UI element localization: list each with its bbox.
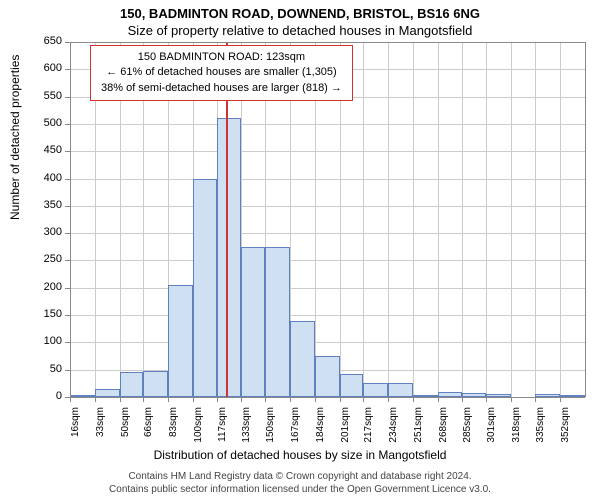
title-line1: 150, BADMINTON ROAD, DOWNEND, BRISTOL, B… [0,0,600,21]
x-tick-label: 66sqm [143,407,154,447]
grid-line [363,42,364,397]
footer: Contains HM Land Registry data © Crown c… [0,470,600,496]
y-tick-label: 100 [22,335,62,347]
grid-line [70,179,585,180]
y-tick-label: 250 [22,253,62,265]
x-tick-label: 201sqm [340,407,351,447]
y-tick-label: 650 [22,35,62,47]
x-axis-label: Distribution of detached houses by size … [0,448,600,462]
x-tick-label: 167sqm [290,407,301,447]
y-tick-label: 550 [22,90,62,102]
y-tick-label: 400 [22,172,62,184]
grid-line [70,315,585,316]
x-tick-label: 335sqm [535,407,546,447]
info-box: 150 BADMINTON ROAD: 123sqm ← 61% of deta… [90,45,353,101]
x-tick-label: 16sqm [70,407,81,447]
grid-line [486,42,487,397]
y-tick-label: 150 [22,308,62,320]
x-tick-label: 268sqm [438,407,449,447]
y-tick-label: 300 [22,226,62,238]
x-tick-label: 150sqm [265,407,276,447]
grid-line [511,42,512,397]
grid-line [388,42,389,397]
histogram-bar [265,247,290,397]
histogram-bar [290,321,315,397]
grid-line [70,288,585,289]
y-tick-label: 0 [22,390,62,402]
grid-line [70,151,585,152]
histogram-bar [168,285,193,397]
y-tick-label: 600 [22,62,62,74]
x-tick-label: 285sqm [462,407,473,447]
y-axis-line [70,42,71,397]
top-axis-line [70,42,585,43]
title-line2: Size of property relative to detached ho… [0,21,600,38]
x-tick-label: 318sqm [511,407,522,447]
grid-line [413,42,414,397]
x-tick-label: 301sqm [486,407,497,447]
grid-line [70,124,585,125]
x-tick-label: 133sqm [241,407,252,447]
x-tick-label: 234sqm [388,407,399,447]
y-tick-label: 350 [22,199,62,211]
x-tick-label: 50sqm [120,407,131,447]
grid-line [438,42,439,397]
x-tick-label: 251sqm [413,407,424,447]
y-tick-label: 500 [22,117,62,129]
y-tick-label: 200 [22,281,62,293]
info-line1: 150 BADMINTON ROAD: 123sqm [101,50,342,65]
x-tick-label: 117sqm [217,407,228,447]
grid-line [70,206,585,207]
y-tick-label: 450 [22,144,62,156]
histogram-bar [193,179,218,397]
histogram-bar [241,247,266,397]
x-tick-label: 100sqm [193,407,204,447]
y-axis-label: Number of detached properties [8,55,22,220]
footer-line1: Contains HM Land Registry data © Crown c… [0,470,600,483]
x-tick-label: 184sqm [315,407,326,447]
histogram-bar [363,383,388,397]
histogram-bar [217,118,240,397]
x-axis-line [70,397,585,398]
grid-line [70,233,585,234]
footer-line2: Contains public sector information licen… [0,483,600,496]
grid-line [535,42,536,397]
histogram-bar [120,372,143,397]
x-tick-label: 352sqm [560,407,571,447]
grid-line [560,42,561,397]
x-tick-label: 83sqm [168,407,179,447]
x-tick-label: 217sqm [363,407,374,447]
histogram-bar [388,383,413,397]
histogram-bar [315,356,340,397]
x-tick-label: 33sqm [95,407,106,447]
grid-line [70,342,585,343]
histogram-bar [340,374,363,397]
histogram-bar [95,389,120,397]
y-tick-label: 50 [22,363,62,375]
grid-line [462,42,463,397]
grid-line [70,260,585,261]
right-axis-line [585,42,586,397]
info-line3: 38% of semi-detached houses are larger (… [101,81,342,96]
histogram-bar [143,371,168,397]
info-line2: ← 61% of detached houses are smaller (1,… [101,65,342,80]
